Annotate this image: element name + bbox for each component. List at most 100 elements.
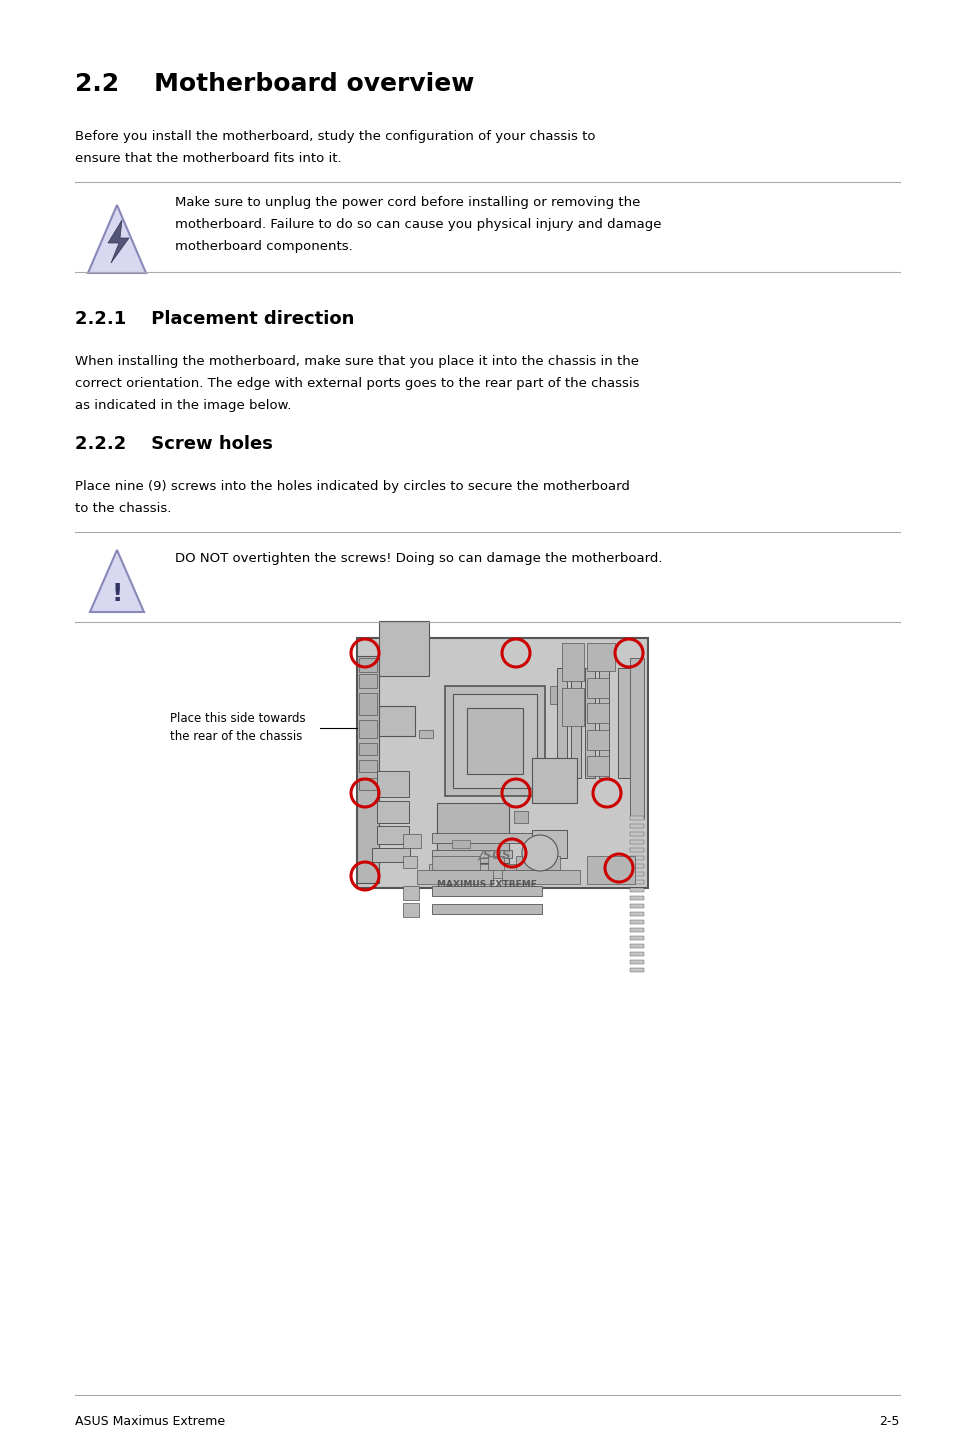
- Bar: [516, 856, 559, 870]
- Bar: [550, 686, 559, 705]
- Bar: [418, 731, 433, 738]
- Text: ASUS Maximus Extreme: ASUS Maximus Extreme: [75, 1415, 225, 1428]
- Bar: [385, 649, 407, 660]
- Bar: [378, 621, 429, 676]
- Circle shape: [521, 835, 558, 871]
- Bar: [453, 695, 537, 788]
- Bar: [432, 856, 479, 870]
- Text: ensure that the motherboard fits into it.: ensure that the motherboard fits into it…: [75, 152, 341, 165]
- Bar: [372, 848, 410, 861]
- Bar: [629, 912, 643, 916]
- Bar: [532, 758, 577, 802]
- Bar: [584, 669, 595, 778]
- Bar: [586, 856, 635, 884]
- Bar: [358, 659, 376, 672]
- Bar: [432, 905, 541, 915]
- Bar: [358, 761, 376, 772]
- Bar: [629, 880, 643, 884]
- Bar: [467, 707, 522, 774]
- Bar: [356, 638, 647, 889]
- Text: 2.2    Motherboard overview: 2.2 Motherboard overview: [75, 72, 474, 96]
- Bar: [629, 943, 643, 948]
- Text: /SUS: /SUS: [478, 848, 511, 861]
- Bar: [629, 856, 643, 860]
- Bar: [629, 871, 643, 876]
- Bar: [514, 811, 527, 823]
- Bar: [618, 669, 631, 778]
- Bar: [629, 824, 643, 828]
- Bar: [629, 961, 643, 963]
- Bar: [376, 825, 409, 844]
- Bar: [561, 687, 583, 726]
- Bar: [358, 778, 376, 789]
- Bar: [429, 864, 544, 879]
- Bar: [444, 686, 544, 797]
- Bar: [586, 731, 608, 751]
- Text: to the chassis.: to the chassis.: [75, 502, 172, 515]
- Bar: [532, 830, 566, 858]
- Bar: [598, 669, 608, 778]
- Bar: [629, 815, 643, 820]
- Text: motherboard components.: motherboard components.: [174, 240, 353, 253]
- Bar: [432, 866, 541, 876]
- Polygon shape: [108, 220, 129, 263]
- Bar: [432, 833, 541, 843]
- Bar: [586, 756, 608, 777]
- Bar: [402, 903, 418, 917]
- Bar: [402, 834, 420, 848]
- Text: DO NOT overtighten the screws! Doing so can damage the motherboard.: DO NOT overtighten the screws! Doing so …: [174, 552, 661, 565]
- Text: When installing the motherboard, make sure that you place it into the chassis in: When installing the motherboard, make su…: [75, 355, 639, 368]
- Bar: [629, 905, 643, 907]
- Bar: [358, 693, 376, 715]
- Bar: [358, 674, 376, 687]
- Bar: [358, 720, 376, 738]
- Bar: [488, 856, 503, 870]
- Bar: [629, 936, 643, 940]
- Text: as indicated in the image below.: as indicated in the image below.: [75, 398, 291, 413]
- Bar: [378, 706, 415, 736]
- Text: Before you install the motherboard, study the configuration of your chassis to: Before you install the motherboard, stud…: [75, 129, 595, 142]
- Bar: [456, 804, 475, 815]
- Text: 2.2.1    Placement direction: 2.2.1 Placement direction: [75, 311, 354, 328]
- Bar: [629, 920, 643, 925]
- Bar: [629, 848, 643, 851]
- Bar: [416, 870, 493, 884]
- Bar: [432, 850, 512, 858]
- Bar: [411, 649, 429, 660]
- Bar: [629, 864, 643, 869]
- Text: correct orientation. The edge with external ports goes to the rear part of the c: correct orientation. The edge with exter…: [75, 377, 639, 390]
- Text: 2.2.2    Screw holes: 2.2.2 Screw holes: [75, 436, 273, 453]
- Bar: [356, 656, 378, 883]
- Bar: [358, 743, 376, 755]
- Bar: [557, 669, 566, 778]
- Bar: [629, 928, 643, 932]
- Text: MAXIMUS EXTREME: MAXIMUS EXTREME: [436, 880, 537, 890]
- Polygon shape: [88, 206, 146, 273]
- Bar: [376, 801, 409, 823]
- Bar: [586, 643, 615, 672]
- Bar: [586, 677, 608, 697]
- Bar: [629, 889, 643, 892]
- Text: !: !: [112, 582, 123, 605]
- Bar: [432, 886, 541, 896]
- Bar: [629, 659, 643, 818]
- Bar: [629, 833, 643, 835]
- Bar: [501, 870, 579, 884]
- Bar: [629, 968, 643, 972]
- Bar: [402, 886, 418, 900]
- Bar: [629, 840, 643, 844]
- Bar: [452, 840, 470, 848]
- Text: 2-5: 2-5: [879, 1415, 899, 1428]
- Polygon shape: [90, 549, 144, 613]
- Text: Place nine (9) screws into the holes indicated by circles to secure the motherbo: Place nine (9) screws into the holes ind…: [75, 480, 629, 493]
- Text: Place this side towards
the rear of the chassis: Place this side towards the rear of the …: [170, 712, 305, 743]
- Text: motherboard. Failure to do so can cause you physical injury and damage: motherboard. Failure to do so can cause …: [174, 219, 660, 232]
- Bar: [571, 669, 580, 778]
- Bar: [561, 643, 583, 682]
- Bar: [436, 802, 509, 863]
- Text: Make sure to unplug the power cord before installing or removing the: Make sure to unplug the power cord befor…: [174, 196, 639, 209]
- Bar: [376, 771, 409, 797]
- Bar: [629, 952, 643, 956]
- Bar: [629, 896, 643, 900]
- Bar: [586, 703, 608, 723]
